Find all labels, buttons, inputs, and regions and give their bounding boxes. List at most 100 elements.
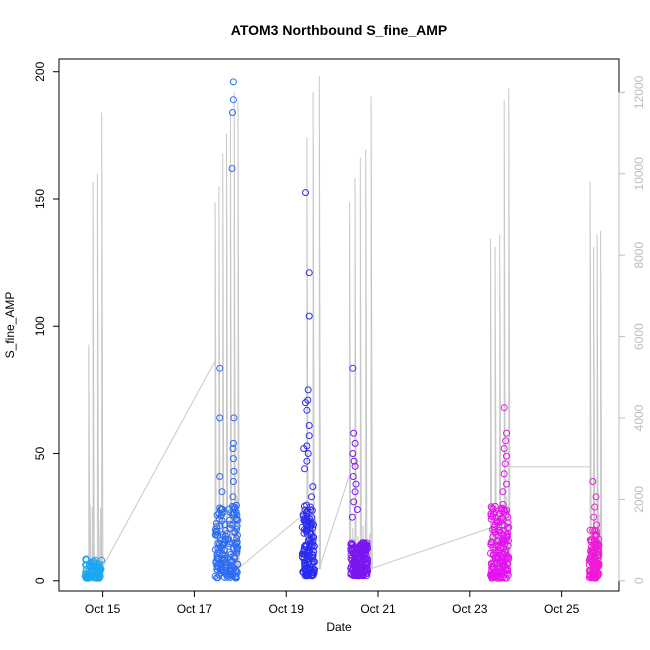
y2-axis: 0 2000 4000 6000 8000 10000 12000	[618, 75, 646, 584]
data-point	[590, 513, 598, 521]
data-point	[306, 541, 314, 549]
data-point	[348, 539, 356, 547]
data-point	[310, 521, 317, 529]
data-point	[221, 551, 228, 559]
data-point	[214, 531, 221, 539]
data-point	[503, 452, 510, 460]
data-point	[593, 540, 601, 548]
data-point	[504, 553, 512, 561]
data-point	[353, 545, 361, 552]
data-point	[487, 512, 495, 520]
data-point	[306, 519, 314, 527]
data-point	[233, 538, 241, 546]
data-point	[92, 566, 99, 574]
data-point	[219, 509, 227, 516]
data-point	[211, 572, 219, 580]
data-point	[223, 570, 231, 578]
data-point	[505, 537, 512, 545]
data-point	[219, 566, 227, 573]
data-point	[304, 450, 312, 457]
data-point	[226, 520, 234, 528]
y2-tick-label: 12000	[632, 75, 646, 109]
data-point	[351, 462, 359, 470]
data-point	[233, 516, 241, 524]
data-point	[302, 570, 310, 578]
data-point	[501, 574, 509, 582]
data-point	[216, 364, 224, 372]
x-tick-label: Oct 23	[452, 602, 488, 616]
data-point	[311, 558, 318, 566]
data-point	[226, 524, 234, 532]
data-point	[307, 537, 315, 545]
data-point	[350, 429, 358, 437]
data-point	[229, 493, 237, 501]
point-cluster	[347, 364, 372, 580]
data-point	[361, 540, 369, 548]
data-point	[498, 514, 506, 522]
data-point	[503, 429, 510, 437]
data-point	[351, 549, 359, 557]
data-point	[309, 483, 317, 491]
data-point	[213, 523, 221, 531]
data-point	[500, 470, 508, 478]
data-point	[226, 570, 234, 578]
data-point	[588, 548, 596, 556]
data-point	[489, 526, 496, 534]
data-point	[504, 542, 512, 550]
data-point	[304, 386, 312, 394]
data-point	[83, 562, 90, 569]
data-point	[89, 566, 97, 574]
secondary-connector	[237, 511, 308, 569]
x-axis: Oct 15 Oct 17 Oct 19 Oct 21 Oct 23 Oct 25	[85, 590, 580, 616]
y2-tick-label: 2000	[632, 486, 646, 513]
data-point	[228, 165, 236, 172]
x-tick-label: Oct 17	[177, 602, 213, 616]
data-point	[301, 506, 309, 514]
x-tick-label: Oct 15	[85, 602, 121, 616]
data-point	[305, 565, 313, 573]
data-point	[589, 478, 597, 485]
data-point	[227, 566, 235, 573]
y2-tick-label: 6000	[632, 323, 646, 350]
data-point	[353, 558, 361, 566]
data-point	[305, 422, 313, 429]
data-point	[590, 561, 598, 569]
data-point	[229, 455, 237, 463]
data-point	[229, 439, 237, 447]
point-cluster	[487, 404, 513, 582]
y-axis: 0 50 100 150 200	[33, 61, 60, 584]
x-tick-label: Oct 19	[269, 602, 305, 616]
data-point	[233, 547, 241, 555]
data-point	[229, 445, 237, 452]
data-point	[216, 414, 224, 422]
data-point	[491, 554, 499, 562]
data-point	[300, 502, 308, 510]
data-point	[213, 511, 221, 519]
data-point	[498, 504, 506, 512]
data-point	[228, 572, 236, 580]
data-point	[592, 559, 600, 567]
data-point	[218, 488, 226, 496]
data-point	[350, 457, 358, 465]
data-point	[488, 504, 496, 512]
point-cluster	[81, 555, 106, 582]
data-point	[301, 542, 308, 550]
secondary-line	[349, 96, 373, 570]
data-point	[301, 562, 309, 569]
data-point	[230, 414, 238, 422]
data-point	[229, 478, 237, 485]
data-point	[351, 439, 359, 447]
data-point	[229, 109, 236, 116]
data-point	[216, 537, 224, 545]
data-point	[230, 503, 238, 511]
data-point	[229, 96, 237, 104]
data-point	[499, 501, 507, 508]
data-point	[586, 570, 594, 578]
data-point	[500, 404, 508, 412]
y-tick-label: 200	[33, 61, 47, 81]
data-point	[356, 553, 364, 561]
data-point	[347, 555, 355, 562]
data-point	[215, 515, 223, 523]
